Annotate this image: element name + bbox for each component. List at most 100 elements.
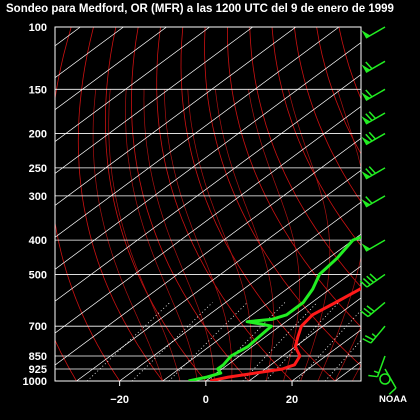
wind-barb [361,166,386,180]
dewpoint-trace [188,235,361,381]
pressure-tick-label: 300 [29,191,47,203]
barb-flag [365,89,373,98]
dry-adiabat [384,27,420,381]
barb-flag [365,168,373,176]
moist-adiabat [248,89,300,381]
mixing-ratio-line [168,302,248,381]
moist-adiabat [143,89,215,381]
dry-adiabat [271,27,361,247]
barb-staff [384,368,397,389]
barb-flag [363,307,372,315]
barb-flag [360,310,369,318]
wind-barb [361,88,386,101]
wind-barb [361,131,386,146]
moist-adiabat [125,89,198,381]
mixing-ratio-line [131,302,213,381]
wind-barb [361,239,386,252]
pressure-tick-label: 1000 [23,376,47,388]
isotherm [55,42,361,270]
barb-pennant [361,171,371,179]
mixing-ratio-line [242,302,318,381]
dry-adiabat [105,27,207,381]
isotherm [55,27,297,206]
barb-staff [365,239,386,252]
temperature-trace [209,286,361,381]
pressure-tick-label: 100 [29,22,47,34]
isotherm [334,361,361,381]
barb-half-flag [373,370,380,374]
dry-adiabat [77,27,164,381]
wind-barb [362,325,386,344]
barb-flag [369,273,378,281]
wind-barb [361,26,386,39]
barb-flag [368,166,377,174]
pressure-tick-label: 500 [29,269,47,281]
isotherm [55,106,361,334]
chart-title: Sondeo para Medford, OR (MFR) a las 1200… [6,3,394,15]
barb-flag [365,133,373,142]
wind-barb [368,355,386,378]
isotherm [55,27,167,111]
plot-frame [54,26,362,382]
wind-barb [361,111,386,125]
isotherm [76,169,361,381]
dry-adiabat [55,27,120,381]
dry-adiabat [131,27,250,381]
wind-barb [359,273,386,288]
isotherm [119,201,361,381]
isotherm [248,297,361,381]
pressure-tick-label: 925 [29,364,47,376]
wind-barb [360,301,386,318]
dry-adiabat [249,27,361,288]
isotherm [55,27,340,238]
isotherm [55,74,361,302]
temperature-tick-label: 0 [203,394,209,406]
dry-adiabat [406,27,420,381]
barb-pennant [361,64,371,73]
barb-pennant [361,30,371,38]
pressure-tick-label: 250 [29,163,47,175]
barb-flag [368,131,377,140]
moist-adiabat [187,89,252,381]
barb-flag [368,374,378,378]
barb-flag [362,277,371,286]
barb-half-flag [371,333,377,338]
isotherm [55,137,361,366]
wind-barb [361,60,386,73]
temperature-tick-label: 20 [286,394,298,406]
moist-adiabat [334,325,361,381]
barb-staff [365,26,386,39]
barb-pennant [361,92,371,101]
pressure-tick-label: 150 [29,84,47,96]
pressure-tick-label: 700 [29,321,47,333]
barb-flag [362,338,372,344]
isotherm [205,265,361,381]
barb-staff [365,60,386,73]
credit-label: NOAA [379,394,407,405]
barb-pennant [361,116,371,125]
moist-adiabat [352,364,361,381]
barb-pennant [361,136,371,145]
moist-adiabat [92,89,164,381]
pressure-tick-label: 400 [29,235,47,247]
isotherm [55,27,253,174]
isotherm [162,233,361,381]
dry-adiabat [180,27,336,381]
barb-flag [365,196,373,204]
barb-flag [359,280,368,288]
barb-flag [366,275,375,284]
moist-adiabat [317,89,361,381]
pressure-tick-label: 850 [29,351,47,363]
barb-flag [364,335,374,341]
barb-flag [368,111,377,120]
barb-pennant [361,199,371,207]
barb-flag [366,305,375,313]
barb-flag [365,61,373,70]
wind-barb [361,195,386,208]
dry-adiabat [293,27,361,203]
temperature-tick-label: −20 [110,394,129,406]
moist-adiabat [215,89,274,381]
barb-staff [365,88,386,101]
